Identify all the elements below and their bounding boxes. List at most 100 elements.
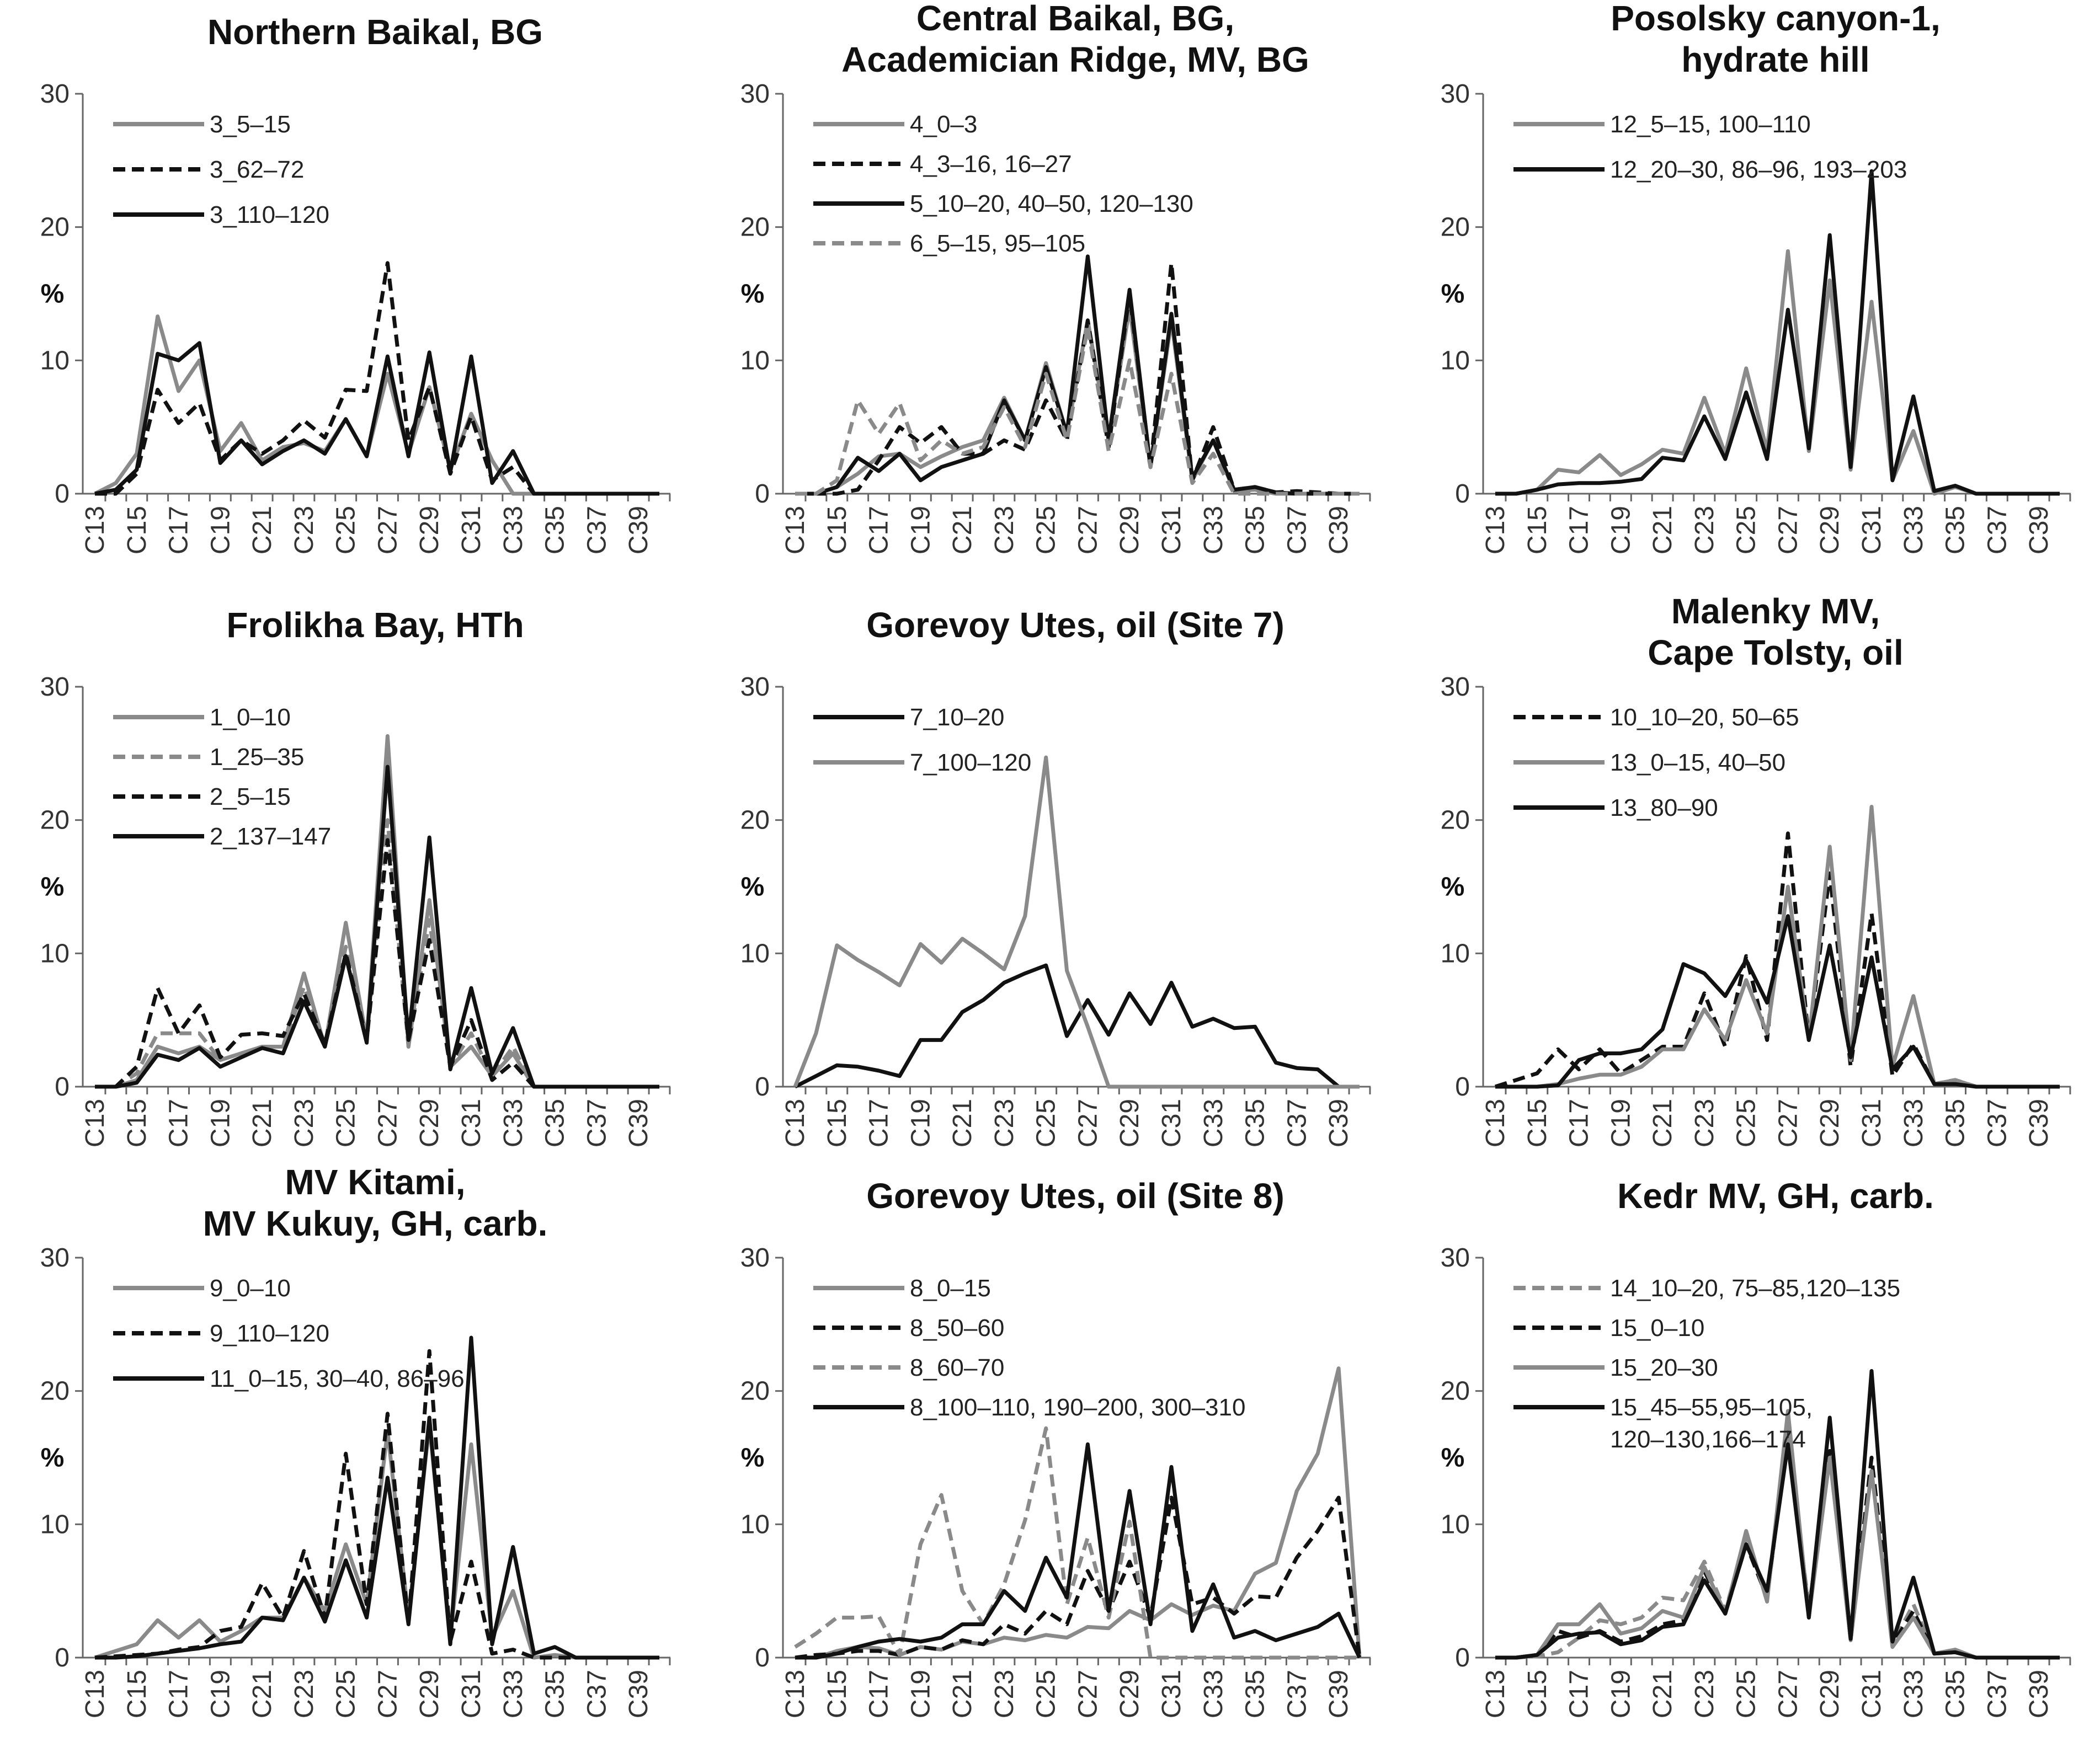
x-tick-label: C15 xyxy=(1523,506,1552,554)
chart-panel: Malenky MV,Cape Tolsty, oil 0 10 20 30% C13 C1… xyxy=(1441,591,2071,1147)
series-line xyxy=(1495,805,2060,1089)
x-tick-label: C35 xyxy=(1241,1099,1270,1147)
x-tick-label: C19 xyxy=(206,506,235,554)
x-tick-label: C13 xyxy=(1481,506,1510,554)
x-tick-label: C15 xyxy=(122,1099,152,1147)
series-line xyxy=(94,341,659,496)
series-line xyxy=(1494,831,2060,1089)
x-tick-label: C33 xyxy=(1899,1099,1928,1147)
legend-label: 11_0–15, 30–40, 86–96 xyxy=(210,1365,465,1392)
y-tick-label: 0 xyxy=(55,479,70,509)
x-tick-label: C33 xyxy=(499,1099,528,1147)
x-tick-label: C37 xyxy=(582,506,611,554)
x-tick-label: C27 xyxy=(373,1670,402,1718)
legend-label: 3_110–120 xyxy=(210,201,329,228)
y-tick-label: 20 xyxy=(40,213,70,242)
legend-label: 7_100–120 xyxy=(910,749,1031,776)
series-line xyxy=(795,254,1360,496)
x-tick-label: C39 xyxy=(2024,506,2054,554)
x-tick-label: C25 xyxy=(1032,506,1061,554)
y-tick-label: 30 xyxy=(740,1243,770,1273)
y-tick-label: 20 xyxy=(40,806,70,835)
x-tick-label: C25 xyxy=(332,506,361,554)
x-tick-label: C21 xyxy=(248,506,277,554)
panel-title: Cape Tolsty, oil xyxy=(1648,633,1903,672)
x-tick-label: C31 xyxy=(457,506,486,554)
x-tick-label: C15 xyxy=(122,506,152,554)
legend-label: 2_137–147 xyxy=(210,823,331,850)
x-tick-label: C25 xyxy=(1732,1670,1761,1718)
x-tick-label: C23 xyxy=(990,506,1019,554)
legend-label: 5_10–20, 40–50, 120–130 xyxy=(910,190,1193,217)
x-tick-label: C17 xyxy=(865,1670,894,1718)
x-tick-label: C13 xyxy=(781,506,810,554)
x-tick-label: C19 xyxy=(206,1099,235,1147)
x-tick-label: C17 xyxy=(1565,1670,1594,1718)
x-tick-label: C17 xyxy=(865,506,894,554)
y-axis-label: % xyxy=(741,873,765,902)
chart-panel: Gorevoy Utes, oil (Site 7) 0 10 20 30% C13 C15… xyxy=(740,605,1371,1147)
y-tick-label: 0 xyxy=(755,1072,770,1102)
x-tick-label: C17 xyxy=(1565,1099,1594,1147)
y-tick-label: 0 xyxy=(1455,479,1470,509)
y-tick-label: 20 xyxy=(1441,213,1470,242)
y-tick-label: 10 xyxy=(40,939,70,968)
x-tick-label: C33 xyxy=(499,1670,528,1718)
x-tick-label: C31 xyxy=(1157,1099,1186,1147)
x-tick-label: C27 xyxy=(1073,1099,1102,1147)
x-tick-label: C29 xyxy=(1115,1099,1144,1147)
x-tick-label: C27 xyxy=(373,1099,402,1147)
x-tick-label: C19 xyxy=(206,1670,235,1718)
x-tick-label: C23 xyxy=(1690,1670,1719,1718)
x-tick-label: C31 xyxy=(457,1099,486,1147)
x-tick-label: C17 xyxy=(164,1099,194,1147)
x-tick-label: C23 xyxy=(1690,506,1719,554)
x-tick-label: C35 xyxy=(541,1670,570,1718)
y-tick-label: 10 xyxy=(740,1510,770,1539)
y-tick-label: 30 xyxy=(740,79,770,109)
x-tick-label: C39 xyxy=(624,1670,653,1718)
y-axis-label: % xyxy=(41,873,65,902)
y-tick-label: 10 xyxy=(1441,1510,1470,1539)
y-tick-label: 30 xyxy=(1441,672,1470,702)
x-tick-label: C23 xyxy=(1690,1099,1719,1147)
x-tick-label: C37 xyxy=(1282,1099,1312,1147)
x-tick-label: C15 xyxy=(122,1670,152,1718)
series-line xyxy=(795,1495,1362,1660)
x-tick-label: C35 xyxy=(1941,1099,1970,1147)
x-tick-label: C21 xyxy=(1648,1099,1677,1147)
x-tick-label: C19 xyxy=(906,1670,935,1718)
x-tick-label: C15 xyxy=(1523,1670,1552,1718)
x-tick-label: C37 xyxy=(1982,1099,2012,1147)
legend-label: 14_10–20, 75–85,120–135 xyxy=(1610,1275,1900,1302)
y-tick-label: 0 xyxy=(1455,1072,1470,1102)
legend-label: 12_20–30, 86–96, 193–203 xyxy=(1610,156,1907,183)
y-tick-label: 20 xyxy=(1441,806,1470,835)
y-tick-label: 0 xyxy=(755,479,770,509)
y-tick-label: 10 xyxy=(40,1510,70,1539)
x-tick-label: C37 xyxy=(1982,506,2012,554)
y-axis-label: % xyxy=(1441,1444,1465,1473)
x-tick-label: C25 xyxy=(332,1670,361,1718)
panel-title: Posolsky canyon-1, xyxy=(1611,0,1941,38)
series-line xyxy=(1495,1369,2060,1660)
x-tick-label: C33 xyxy=(1199,1670,1228,1718)
y-tick-label: 10 xyxy=(740,939,770,968)
series-line xyxy=(794,1426,1360,1660)
x-tick-label: C31 xyxy=(1857,506,1886,554)
y-tick-label: 30 xyxy=(40,1243,70,1273)
x-tick-label: C25 xyxy=(1732,1099,1761,1147)
x-tick-label: C35 xyxy=(1241,1670,1270,1718)
y-axis-label: % xyxy=(41,280,65,309)
x-tick-label: C39 xyxy=(624,1099,653,1147)
x-tick-label: C33 xyxy=(499,506,528,554)
legend-label: 3_62–72 xyxy=(210,156,304,183)
x-tick-label: C21 xyxy=(948,1670,977,1718)
x-tick-label: C27 xyxy=(1773,506,1803,554)
panel-title: Gorevoy Utes, oil (Site 7) xyxy=(866,605,1284,645)
x-tick-label: C37 xyxy=(1982,1670,2012,1718)
x-tick-label: C13 xyxy=(1481,1670,1510,1718)
x-tick-label: C25 xyxy=(332,1099,361,1147)
x-tick-label: C25 xyxy=(1032,1670,1061,1718)
